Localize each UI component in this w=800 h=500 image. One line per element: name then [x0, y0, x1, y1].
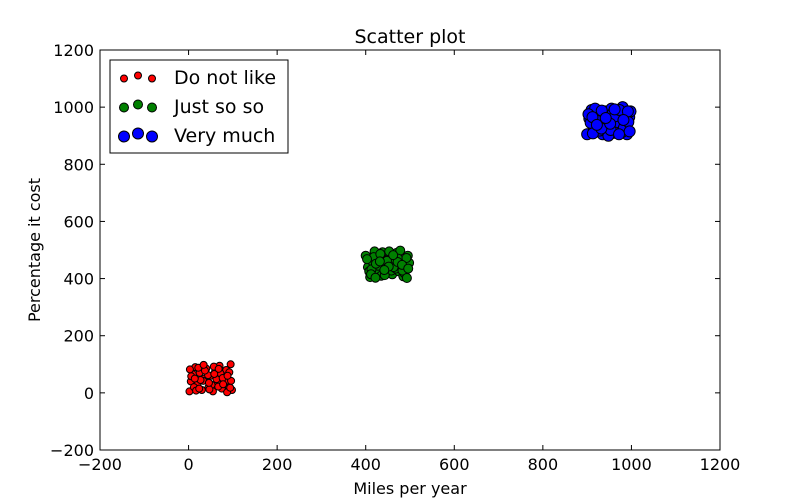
plot-frame — [99, 49, 721, 451]
scatter-point — [401, 253, 412, 263]
y-tick-label: 0 — [84, 384, 94, 403]
legend-marker — [118, 130, 130, 143]
x-axis-title: Miles per year — [353, 479, 467, 498]
legend: Do not like Just so so Very much — [109, 59, 289, 154]
y-tick-label: 800 — [63, 155, 94, 174]
scatter-point — [205, 385, 214, 394]
y-tick-label: 200 — [63, 327, 94, 346]
scatter-point — [226, 360, 235, 369]
y-tick-label: 600 — [63, 212, 94, 231]
legend-marker — [133, 99, 143, 110]
data-points — [185, 101, 637, 397]
scatter-point — [599, 112, 612, 124]
y-tick-label: 400 — [63, 270, 94, 289]
legend-marker — [134, 71, 142, 80]
scatter-point — [613, 128, 626, 141]
x-tick-label: 1200 — [700, 455, 741, 474]
legend-marker — [146, 130, 158, 143]
scatter-point — [362, 254, 373, 265]
x-tick-label: 600 — [439, 455, 470, 474]
scatter-point — [204, 378, 213, 387]
x-tick-label: 1000 — [611, 455, 652, 474]
scatter-point — [195, 384, 204, 393]
scatter-point — [190, 374, 199, 383]
legend-label: Do not like — [174, 67, 276, 89]
scatter-point — [226, 383, 235, 392]
legend-marker — [148, 74, 156, 83]
y-tick-label: 1200 — [53, 41, 94, 60]
legend-label: Very much — [174, 125, 275, 147]
scatter-point — [403, 263, 414, 274]
x-axis: −200 0 200 400 600 800 1000 1200 — [78, 50, 740, 474]
scatter-point — [374, 256, 385, 267]
scatter-point — [590, 118, 603, 131]
scatter-point — [379, 265, 390, 275]
legend-marker — [147, 102, 157, 113]
y-axis-title: Percentage it cost — [25, 178, 44, 322]
scatter-point — [617, 114, 630, 126]
scatter-point — [214, 364, 223, 373]
chart-title: Scatter plot — [354, 26, 465, 48]
scatter-point — [219, 380, 228, 389]
scatter-point — [199, 360, 208, 369]
scatter-point — [210, 370, 219, 378]
x-tick-label: 200 — [262, 455, 293, 474]
scatter-point — [608, 103, 621, 116]
scatter-point — [223, 371, 232, 380]
x-tick-label: 0 — [183, 455, 193, 474]
scatter-point — [401, 273, 412, 283]
legend-marker — [119, 102, 129, 113]
y-axis: −200 0 200 400 600 800 1000 1200 — [50, 41, 720, 460]
legend-marker — [132, 127, 144, 140]
x-tick-label: −200 — [78, 455, 122, 474]
scatter-point — [388, 250, 399, 261]
y-tick-label: 1000 — [53, 98, 94, 117]
x-tick-label: 800 — [528, 455, 559, 474]
scatter-point — [370, 272, 381, 283]
scatter-point — [623, 125, 636, 138]
scatter-point — [185, 365, 194, 374]
legend-label: Just so so — [173, 96, 264, 118]
legend-marker — [120, 74, 128, 83]
y-tick-label: −200 — [50, 441, 94, 460]
x-tick-label: 400 — [350, 455, 381, 474]
